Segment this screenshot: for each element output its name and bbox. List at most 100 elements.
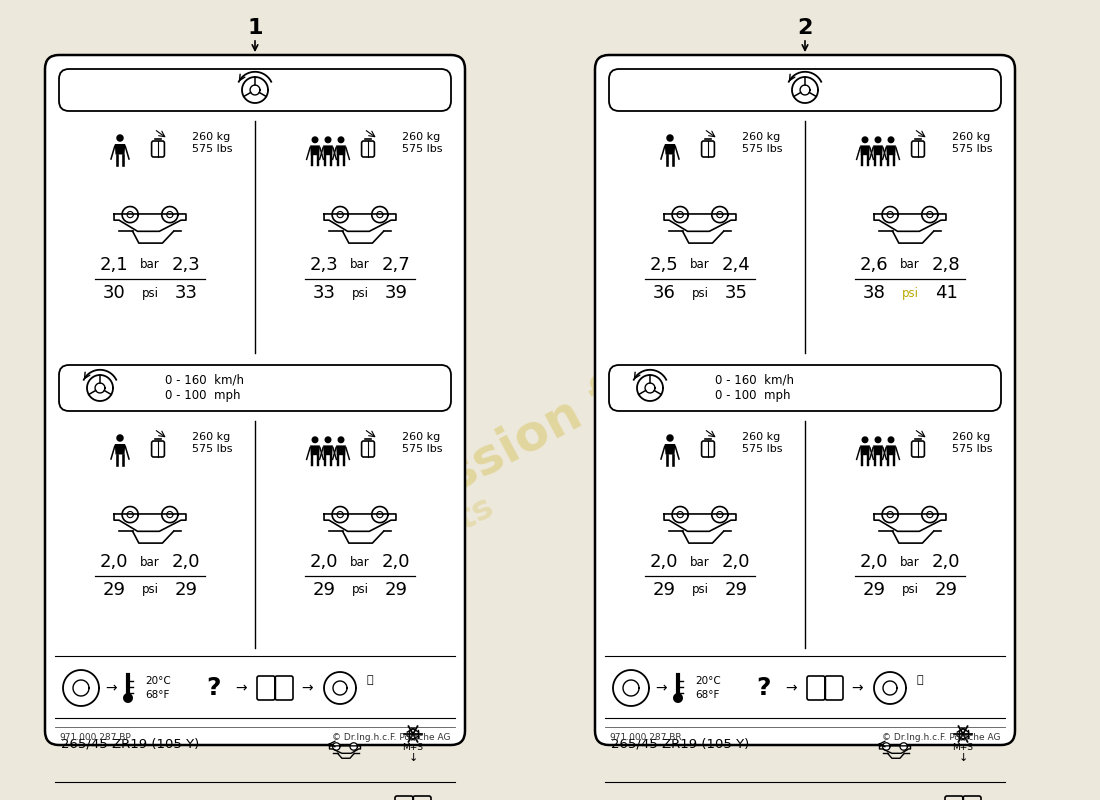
Text: 575 lbs: 575 lbs — [192, 444, 232, 454]
Text: 35: 35 — [725, 284, 748, 302]
Text: 575 lbs: 575 lbs — [402, 444, 442, 454]
Text: 575 lbs: 575 lbs — [742, 144, 782, 154]
Polygon shape — [882, 742, 890, 750]
Text: 29: 29 — [725, 581, 748, 599]
Text: 260 kg: 260 kg — [952, 432, 990, 442]
Text: 260 kg: 260 kg — [742, 432, 780, 442]
Text: 575 lbs: 575 lbs — [192, 144, 232, 154]
Polygon shape — [311, 436, 319, 443]
Polygon shape — [310, 146, 320, 155]
Text: 20°C: 20°C — [695, 676, 721, 686]
Text: 🔧: 🔧 — [366, 675, 373, 685]
Text: bar: bar — [690, 555, 710, 569]
Text: 38: 38 — [862, 284, 886, 302]
Polygon shape — [664, 144, 675, 154]
Polygon shape — [861, 136, 869, 143]
Text: 265/45 ZR19 (105 Y): 265/45 ZR19 (105 Y) — [60, 738, 199, 750]
Text: ↓: ↓ — [408, 753, 418, 763]
Polygon shape — [888, 436, 894, 443]
Polygon shape — [114, 444, 125, 454]
Text: psi: psi — [902, 583, 918, 597]
Polygon shape — [712, 206, 728, 222]
Text: 39: 39 — [385, 284, 407, 302]
Text: ↓: ↓ — [958, 753, 968, 763]
Text: psi: psi — [142, 583, 158, 597]
Text: 260 kg: 260 kg — [952, 132, 990, 142]
Polygon shape — [900, 742, 908, 750]
Text: psi: psi — [352, 286, 368, 299]
Text: 0 - 100  mph: 0 - 100 mph — [165, 390, 241, 402]
Polygon shape — [323, 146, 333, 155]
Polygon shape — [350, 742, 358, 750]
Text: 2,0: 2,0 — [172, 553, 200, 571]
Text: 2,7: 2,7 — [382, 256, 410, 274]
Text: passion for parts: passion for parts — [201, 490, 499, 670]
Text: 2,0: 2,0 — [650, 553, 679, 571]
Text: 2: 2 — [798, 18, 813, 38]
Polygon shape — [672, 506, 689, 522]
Text: psi: psi — [692, 583, 708, 597]
Text: 260 kg: 260 kg — [192, 132, 230, 142]
Text: →: → — [235, 681, 246, 695]
Text: 575 lbs: 575 lbs — [402, 144, 442, 154]
FancyBboxPatch shape — [595, 55, 1015, 745]
Text: 🔧: 🔧 — [916, 675, 923, 685]
Text: ?: ? — [206, 676, 220, 700]
Text: 260 kg: 260 kg — [192, 432, 230, 442]
Text: 2,3: 2,3 — [309, 256, 339, 274]
Text: bar: bar — [350, 258, 370, 271]
Polygon shape — [882, 206, 899, 222]
Text: psi: psi — [692, 286, 708, 299]
Text: 29: 29 — [175, 581, 198, 599]
Text: 575 lbs: 575 lbs — [952, 444, 992, 454]
Text: © Dr.Ing.h.c.F. Porsche AG: © Dr.Ing.h.c.F. Porsche AG — [882, 733, 1001, 742]
Text: 68°F: 68°F — [145, 690, 169, 700]
Polygon shape — [337, 446, 345, 455]
Text: 29: 29 — [652, 581, 675, 599]
Polygon shape — [332, 206, 349, 222]
Polygon shape — [922, 206, 938, 222]
FancyBboxPatch shape — [609, 365, 1001, 411]
Text: 2,0: 2,0 — [860, 553, 889, 571]
Polygon shape — [162, 506, 178, 522]
Text: 2,1: 2,1 — [100, 256, 129, 274]
Text: M+S: M+S — [953, 743, 974, 753]
Polygon shape — [117, 134, 123, 142]
Text: 41: 41 — [935, 284, 957, 302]
Polygon shape — [338, 436, 344, 443]
Text: →: → — [785, 681, 796, 695]
Polygon shape — [323, 446, 333, 455]
Text: 29: 29 — [862, 581, 886, 599]
Text: 29: 29 — [935, 581, 957, 599]
FancyBboxPatch shape — [59, 365, 451, 411]
Text: 2,5: 2,5 — [650, 256, 679, 274]
Polygon shape — [122, 206, 139, 222]
Polygon shape — [672, 206, 689, 222]
Text: →: → — [851, 681, 862, 695]
Polygon shape — [673, 693, 683, 703]
Polygon shape — [324, 436, 331, 443]
Text: 265/45 ZR19 (105 Y): 265/45 ZR19 (105 Y) — [610, 738, 749, 750]
Text: bar: bar — [900, 555, 920, 569]
Polygon shape — [882, 506, 899, 522]
Polygon shape — [874, 136, 881, 143]
Text: 68°F: 68°F — [695, 690, 719, 700]
Polygon shape — [332, 742, 340, 750]
FancyBboxPatch shape — [45, 55, 465, 745]
Text: bar: bar — [140, 555, 159, 569]
Text: © Dr.Ing.h.c.F. Porsche AG: © Dr.Ing.h.c.F. Porsche AG — [332, 733, 451, 742]
Text: 33: 33 — [175, 284, 198, 302]
Text: bar: bar — [140, 258, 159, 271]
Text: 260 kg: 260 kg — [402, 132, 440, 142]
Text: psi: psi — [352, 583, 368, 597]
Text: 2,3: 2,3 — [172, 256, 200, 274]
Polygon shape — [874, 436, 881, 443]
Text: 0 - 160  km/h: 0 - 160 km/h — [715, 374, 794, 386]
Polygon shape — [887, 146, 895, 155]
Text: →: → — [106, 681, 117, 695]
Text: 20°C: 20°C — [145, 676, 170, 686]
Text: →: → — [301, 681, 312, 695]
Text: 2,8: 2,8 — [932, 256, 960, 274]
Text: 2,0: 2,0 — [932, 553, 960, 571]
Polygon shape — [888, 136, 894, 143]
